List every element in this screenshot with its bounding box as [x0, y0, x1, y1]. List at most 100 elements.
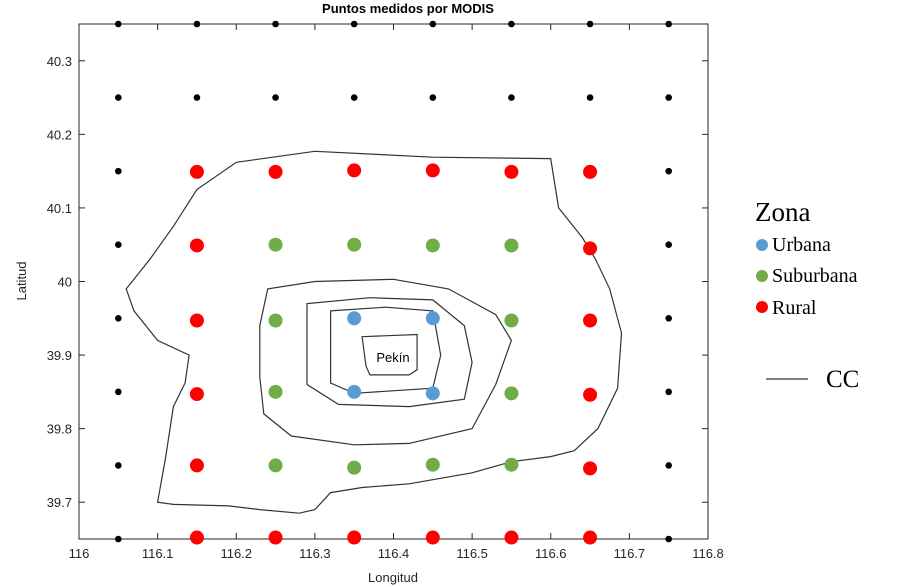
point-urbana	[347, 384, 362, 399]
y-tick-label: 39.8	[47, 422, 72, 437]
point-urbana	[347, 311, 362, 326]
grid-point	[193, 94, 201, 101]
point-rural	[425, 530, 440, 545]
legend-label-cc: CC	[826, 366, 859, 393]
legend-marker-suburbana	[756, 270, 768, 282]
grid-point	[665, 241, 672, 249]
grid-point	[665, 167, 672, 175]
point-rural	[268, 530, 283, 545]
y-tick-label: 40.1	[47, 201, 72, 216]
grid-point	[115, 20, 122, 28]
grid-point	[272, 20, 279, 28]
point-suburbana	[268, 313, 283, 328]
grid-point	[115, 314, 122, 322]
point-rural	[425, 163, 440, 178]
point-rural	[189, 530, 204, 545]
point-rural	[347, 530, 362, 545]
grid-point	[350, 20, 358, 28]
y-tick-label: 40	[58, 275, 72, 290]
grid-point	[665, 462, 672, 469]
point-rural	[347, 163, 362, 178]
contour-line	[361, 333, 418, 376]
point-rural	[189, 238, 204, 253]
legend-marker-urbana	[756, 239, 768, 251]
point-suburbana	[504, 457, 519, 472]
point-suburbana	[425, 238, 440, 253]
grid-point	[115, 167, 122, 175]
data-points	[115, 20, 672, 545]
grid-point	[665, 535, 672, 543]
point-rural	[583, 530, 598, 545]
legend-label-urbana: Urbana	[772, 234, 831, 256]
point-rural	[189, 387, 204, 402]
legend-title: Zona	[755, 197, 810, 227]
y-axis-label: Latitud	[14, 261, 29, 300]
point-rural	[189, 164, 204, 179]
legend-label-rural: Rural	[772, 297, 817, 319]
point-rural	[268, 164, 283, 179]
x-tick-label: 116.6	[535, 546, 567, 561]
grid-point	[115, 388, 122, 396]
contour-line	[125, 150, 623, 514]
grid-point	[586, 20, 594, 28]
x-tick-label: 116.8	[692, 546, 724, 561]
contour-line	[330, 306, 442, 394]
point-suburbana	[347, 237, 362, 252]
point-suburbana	[425, 457, 440, 472]
grid-point	[508, 20, 515, 28]
point-rural	[583, 313, 598, 328]
chart-title: Puntos medidos por MODIS	[322, 1, 494, 16]
point-rural	[583, 387, 598, 402]
x-tick-label: 116.1	[142, 546, 174, 561]
point-rural	[583, 241, 598, 256]
grid-point	[586, 94, 594, 101]
grid-point	[508, 94, 515, 101]
legend-marker-rural	[756, 301, 768, 313]
grid-point	[115, 241, 122, 249]
point-urbana	[425, 386, 440, 401]
point-suburbana	[268, 237, 283, 252]
x-tick-label: 116.7	[614, 546, 646, 561]
point-rural	[583, 164, 598, 179]
point-urbana	[425, 311, 440, 326]
contour-line	[259, 278, 513, 446]
y-tick-label: 39.9	[47, 348, 72, 363]
point-suburbana	[268, 384, 283, 399]
axis-ticks: 116 116.1 116.2 116.3 116.4 116.5 116.6 116.7 11…	[47, 24, 724, 561]
point-rural	[189, 458, 204, 473]
legend: Zona Urbana Suburbana Rural CC	[755, 197, 859, 393]
point-rural	[504, 530, 519, 545]
x-tick-label: 116.4	[378, 546, 410, 561]
y-tick-label: 39.7	[47, 495, 72, 510]
y-tick-label: 40.3	[47, 54, 72, 69]
contour-lines	[125, 150, 623, 514]
grid-point	[429, 94, 437, 101]
point-suburbana	[504, 386, 519, 401]
grid-point	[665, 314, 672, 322]
point-rural	[583, 461, 598, 476]
grid-point	[665, 388, 672, 396]
y-tick-label: 40.2	[47, 127, 72, 142]
grid-point	[665, 94, 672, 101]
grid-point	[665, 20, 672, 28]
x-tick-label: 116	[69, 546, 90, 561]
point-suburbana	[268, 458, 283, 473]
x-tick-label: 116.5	[456, 546, 488, 561]
point-suburbana	[347, 460, 362, 475]
point-rural	[504, 164, 519, 179]
legend-label-suburbana: Suburbana	[772, 265, 858, 287]
grid-point	[115, 94, 122, 101]
contour-line	[306, 297, 473, 408]
grid-point	[115, 462, 122, 469]
grid-point	[429, 20, 437, 28]
point-suburbana	[504, 313, 519, 328]
point-rural	[189, 313, 204, 328]
x-tick-label: 116.2	[220, 546, 252, 561]
grid-point	[350, 94, 358, 101]
x-tick-label: 116.3	[299, 546, 331, 561]
grid-point	[193, 20, 201, 28]
grid-point	[272, 94, 279, 101]
grid-point	[115, 535, 122, 543]
plot-area	[78, 23, 709, 540]
